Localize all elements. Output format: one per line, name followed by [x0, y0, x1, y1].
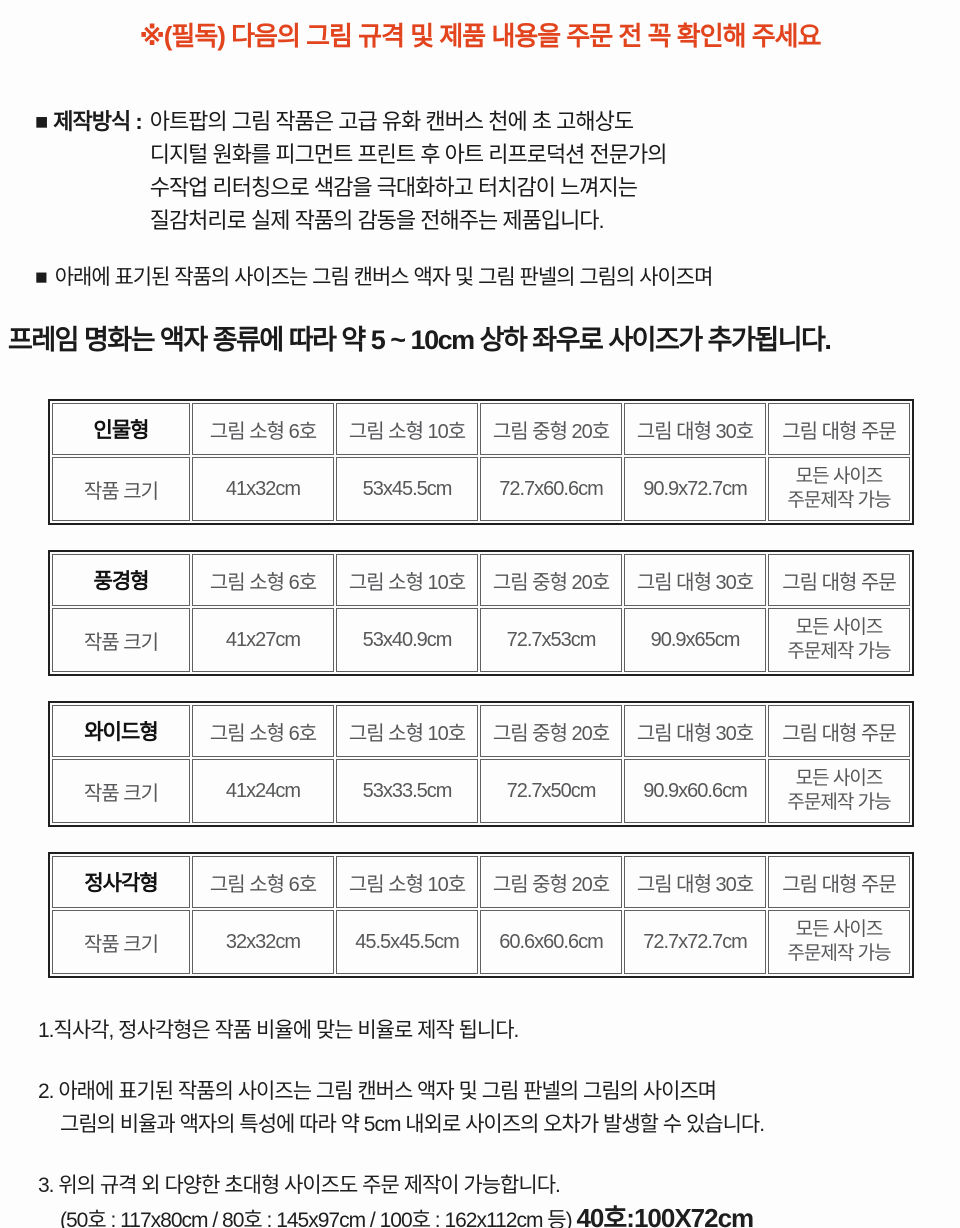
column-header: 그림 중형 20호	[480, 705, 622, 757]
custom-order-line: 주문제작 가능	[787, 641, 891, 662]
row-label: 작품 크기	[52, 910, 190, 974]
custom-order-line: 모든 사이즈	[795, 466, 884, 487]
production-line: 질감처리로 실제 작품의 감동을 전해주는 제품입니다.	[149, 208, 605, 233]
row-label: 작품 크기	[52, 608, 190, 672]
column-header: 그림 중형 20호	[480, 856, 622, 908]
row-label: 작품 크기	[52, 759, 190, 823]
size-table-landscape: 풍경형 그림 소형 6호 그림 소형 10호 그림 중형 20호 그림 대형 3…	[48, 550, 914, 676]
frame-size-note: 프레임 명화는 액자 종류에 따라 약 5 ~ 10cm 상하 좌우로 사이즈가…	[8, 325, 832, 355]
size-value: 60.6x60.6cm	[480, 910, 622, 974]
size-value: 90.9x72.7cm	[624, 457, 766, 521]
custom-order-cell: 모든 사이즈 주문제작 가능	[768, 759, 910, 823]
artwork-type-label: 인물형	[52, 403, 190, 455]
note-3-sizes: (50호 : 117x80cm / 80호 : 145x97cm / 100호 …	[60, 1209, 573, 1228]
column-header: 그림 대형 30호	[624, 554, 766, 606]
column-header: 그림 소형 10호	[336, 554, 478, 606]
column-header: 그림 소형 6호	[192, 705, 334, 757]
column-header: 그림 소형 6호	[192, 856, 334, 908]
production-method-section: ■ 제작방식 : 아트팝의 그림 작품은 고급 유화 캔버스 천에 초 고해상도 …	[35, 105, 960, 237]
size-value: 53x33.5cm	[336, 759, 478, 823]
column-header: 그림 대형 30호	[624, 403, 766, 455]
size-value: 41x27cm	[192, 608, 334, 672]
size-table-square: 정사각형 그림 소형 6호 그림 소형 10호 그림 중형 20호 그림 대형 …	[48, 852, 914, 978]
size-value: 41x24cm	[192, 759, 334, 823]
note-1: 1.직사각, 정사각형은 작품 비율에 맞는 비율로 제작 됩니다.	[38, 1014, 960, 1047]
column-header: 그림 소형 10호	[336, 403, 478, 455]
square-bullet-icon: ■	[35, 109, 48, 134]
size-disclaimer-text: 아래에 표기된 작품의 사이즈는 그림 캔버스 액자 및 그림 판넬의 그림의 …	[54, 266, 714, 289]
artwork-type-label: 풍경형	[52, 554, 190, 606]
size-value: 41x32cm	[192, 457, 334, 521]
custom-order-cell: 모든 사이즈 주문제작 가능	[768, 457, 910, 521]
column-header: 그림 중형 20호	[480, 554, 622, 606]
column-header: 그림 대형 30호	[624, 705, 766, 757]
size-value: 45.5x45.5cm	[336, 910, 478, 974]
note-3-bold-size: 40호:100X72cm	[576, 1203, 754, 1228]
size-value: 90.9x65cm	[624, 608, 766, 672]
column-header: 그림 소형 6호	[192, 403, 334, 455]
custom-order-line: 주문제작 가능	[787, 490, 891, 511]
custom-order-line: 모든 사이즈	[795, 768, 884, 789]
production-line: 디지털 원화를 피그먼트 프린트 후 아트 리프로덕션 전문가의	[149, 142, 668, 167]
size-tables-container: 인물형 그림 소형 6호 그림 소형 10호 그림 중형 20호 그림 대형 3…	[48, 399, 960, 978]
production-method-label: ■ 제작방식 :	[35, 105, 143, 237]
row-label: 작품 크기	[52, 457, 190, 521]
column-header: 그림 대형 주문	[768, 856, 910, 908]
note-3-line2: (50호 : 117x80cm / 80호 : 145x97cm / 100호 …	[60, 1202, 960, 1228]
note-3-line1: 3. 위의 규격 외 다양한 초대형 사이즈도 주문 제작이 가능합니다.	[38, 1174, 561, 1197]
note-2: 2. 아래에 표기된 작품의 사이즈는 그림 캔버스 액자 및 그림 판넬의 그…	[38, 1075, 960, 1141]
size-disclaimer: ■ 아래에 표기된 작품의 사이즈는 그림 캔버스 액자 및 그림 판넬의 그림의…	[35, 261, 960, 291]
note-1-text: 1.직사각, 정사각형은 작품 비율에 맞는 비율로 제작 됩니다.	[38, 1019, 519, 1042]
column-header: 그림 대형 주문	[768, 705, 910, 757]
custom-order-line: 모든 사이즈	[795, 617, 884, 638]
size-value: 72.7x60.6cm	[480, 457, 622, 521]
custom-order-cell: 모든 사이즈 주문제작 가능	[768, 910, 910, 974]
production-method-label-text: 제작방식 :	[53, 109, 142, 134]
size-value: 32x32cm	[192, 910, 334, 974]
size-value: 53x40.9cm	[336, 608, 478, 672]
note-3: 3. 위의 규격 외 다양한 초대형 사이즈도 주문 제작이 가능합니다. (5…	[38, 1169, 960, 1228]
column-header: 그림 소형 6호	[192, 554, 334, 606]
artwork-type-label: 정사각형	[52, 856, 190, 908]
production-line: 아트팝의 그림 작품은 고급 유화 캔버스 천에 초 고해상도	[149, 109, 634, 134]
square-bullet-icon: ■	[35, 266, 48, 289]
size-table-portrait: 인물형 그림 소형 6호 그림 소형 10호 그림 중형 20호 그림 대형 3…	[48, 399, 914, 525]
note-2-line2: 그림의 비율과 액자의 특성에 따라 약 5cm 내외로 사이즈의 오차가 발생…	[60, 1113, 765, 1136]
size-value: 72.7x53cm	[480, 608, 622, 672]
column-header: 그림 소형 10호	[336, 705, 478, 757]
production-method-text: 아트팝의 그림 작품은 고급 유화 캔버스 천에 초 고해상도 디지털 원화를 …	[149, 105, 668, 237]
footer-notes: 1.직사각, 정사각형은 작품 비율에 맞는 비율로 제작 됩니다. 2. 아래…	[38, 1014, 960, 1228]
column-header: 그림 중형 20호	[480, 403, 622, 455]
column-header: 그림 대형 주문	[768, 403, 910, 455]
size-value: 90.9x60.6cm	[624, 759, 766, 823]
size-value: 72.7x50cm	[480, 759, 622, 823]
column-header: 그림 소형 10호	[336, 856, 478, 908]
size-value: 53x45.5cm	[336, 457, 478, 521]
artwork-type-label: 와이드형	[52, 705, 190, 757]
must-read-notice: ※(필독) 다음의 그림 규격 및 제품 내용을 주문 전 꼭 확인해 주세요	[139, 21, 821, 51]
custom-order-line: 주문제작 가능	[787, 943, 891, 964]
custom-order-cell: 모든 사이즈 주문제작 가능	[768, 608, 910, 672]
production-line: 수작업 리터칭으로 색감을 극대화하고 터치감이 느껴지는	[149, 175, 638, 200]
custom-order-line: 주문제작 가능	[787, 792, 891, 813]
custom-order-line: 모든 사이즈	[795, 919, 884, 940]
size-value: 72.7x72.7cm	[624, 910, 766, 974]
column-header: 그림 대형 30호	[624, 856, 766, 908]
column-header: 그림 대형 주문	[768, 554, 910, 606]
size-table-wide: 와이드형 그림 소형 6호 그림 소형 10호 그림 중형 20호 그림 대형 …	[48, 701, 914, 827]
note-2-line1: 2. 아래에 표기된 작품의 사이즈는 그림 캔버스 액자 및 그림 판넬의 그…	[38, 1080, 717, 1103]
